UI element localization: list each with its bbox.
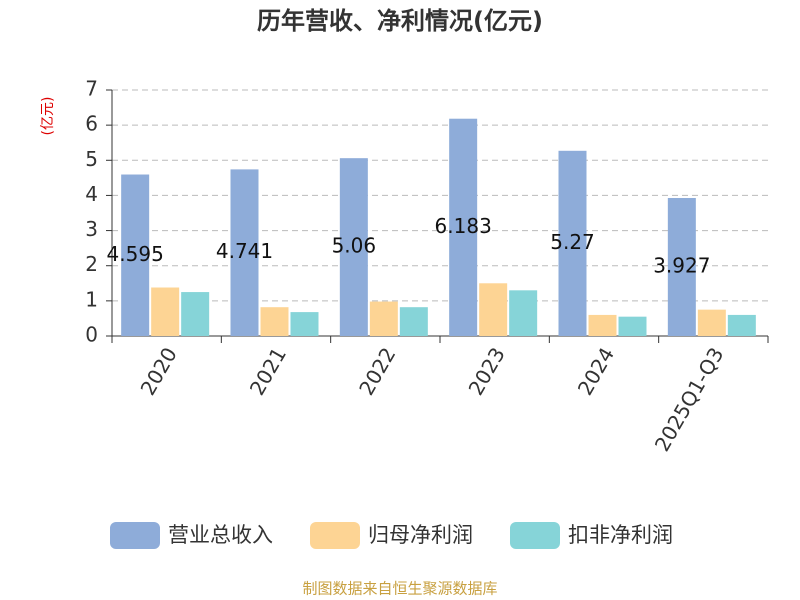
y-unit: (亿元) — [40, 97, 56, 136]
y-tick-label: 3 — [85, 217, 98, 241]
data-label: 5.27 — [550, 230, 595, 254]
x-tick-label: 2023 — [464, 343, 510, 399]
legend-swatch — [510, 522, 560, 549]
bar — [181, 292, 210, 336]
bar — [399, 307, 428, 336]
y-tick-label: 2 — [85, 252, 98, 276]
bar — [588, 314, 617, 336]
bar — [727, 314, 756, 336]
data-label: 4.595 — [107, 242, 164, 266]
y-tick-label: 6 — [85, 112, 98, 136]
legend-swatch — [310, 522, 360, 549]
bar — [151, 287, 180, 336]
x-tick-label: 2020 — [136, 343, 182, 399]
data-label: 3.927 — [653, 253, 710, 277]
x-tick-label: 2024 — [573, 343, 619, 399]
bar — [260, 307, 289, 336]
y-tick-label: 4 — [85, 182, 98, 206]
data-label: 4.741 — [216, 239, 273, 263]
bar — [230, 169, 259, 336]
bar — [290, 312, 319, 336]
data-label: 5.06 — [332, 234, 377, 258]
y-tick-label: 7 — [85, 77, 98, 101]
legend-swatch — [110, 522, 160, 549]
y-tick-label: 5 — [85, 147, 98, 171]
x-tick-label: 2021 — [245, 343, 291, 399]
legend-label: 营业总收入 — [168, 523, 273, 547]
x-tick-label: 2025Q1-Q3 — [650, 343, 729, 455]
bar — [667, 197, 696, 336]
chart-title: 历年营收、净利情况(亿元) — [257, 7, 543, 35]
bar — [121, 174, 150, 336]
bar — [509, 290, 538, 336]
legend-label: 扣非净利润 — [568, 523, 673, 547]
bar — [369, 301, 398, 336]
bar — [618, 316, 647, 336]
legend-label: 归母净利润 — [368, 523, 473, 547]
bar — [558, 150, 587, 336]
bar — [479, 283, 508, 336]
bar — [697, 309, 726, 336]
bar — [339, 158, 368, 336]
bar — [449, 118, 478, 336]
x-tick-label: 2022 — [354, 343, 400, 399]
y-tick-label: 0 — [85, 323, 98, 347]
data-label: 6.183 — [435, 214, 492, 238]
y-tick-label: 1 — [85, 287, 98, 311]
source: 制图数据来自恒生聚源数据库 — [302, 580, 497, 598]
